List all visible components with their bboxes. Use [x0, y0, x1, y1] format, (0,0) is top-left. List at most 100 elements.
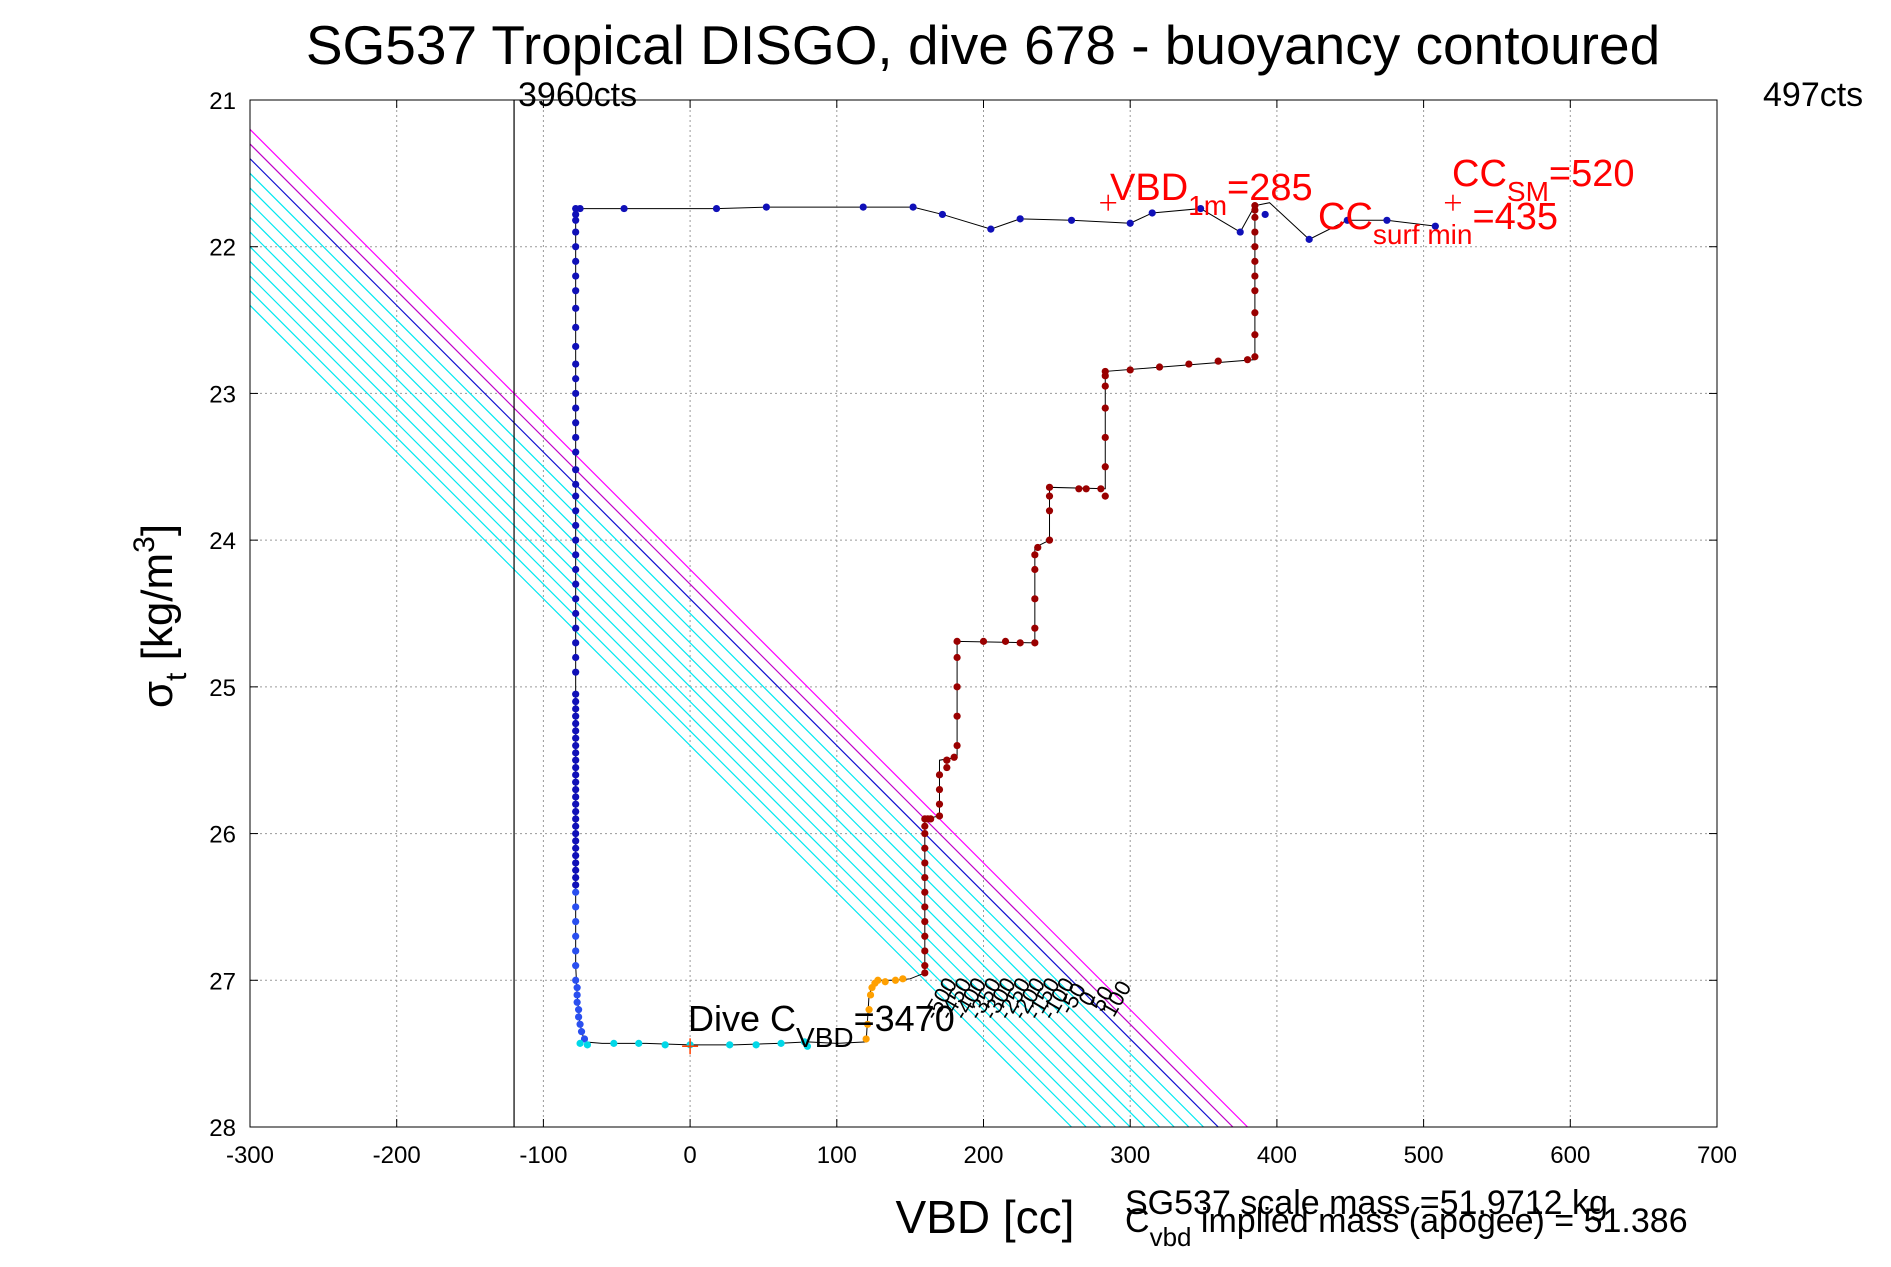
data-point: [1251, 202, 1259, 210]
data-point: [572, 741, 580, 750]
contour-line: [250, 275, 1102, 1127]
data-point: [1251, 309, 1259, 317]
data-point: [572, 492, 580, 500]
data-point: [1016, 215, 1024, 223]
data-point: [572, 918, 580, 926]
data-point: [979, 637, 988, 645]
data-point: [921, 829, 929, 838]
data-point: [1236, 228, 1244, 236]
dive-c-vbd-main: Dive C: [688, 998, 796, 1039]
data-point: [576, 1039, 584, 1047]
contour-line: [250, 157, 1219, 1127]
data-point: [921, 873, 929, 882]
data-point: [1101, 404, 1109, 412]
data-point: [572, 859, 580, 867]
data-point: [712, 204, 721, 213]
data-point: [1126, 366, 1134, 374]
data-point: [572, 257, 580, 265]
data-point: [938, 210, 947, 219]
x-tick-label: 500: [1404, 1142, 1444, 1169]
data-point: [572, 815, 580, 823]
data-point: [572, 807, 580, 816]
data-point: [572, 734, 580, 742]
data-point: [572, 844, 580, 852]
data-points: [572, 194, 1461, 1055]
y-tick-label: 24: [209, 528, 236, 555]
data-point: [874, 976, 882, 984]
x-axis-label: VBD [cc]: [896, 1191, 1075, 1243]
data-point: [577, 1028, 586, 1036]
data-point: [1251, 257, 1259, 265]
data-point: [953, 683, 961, 691]
data-point: [572, 580, 580, 588]
data-point: [899, 975, 907, 983]
cc-surf-min-sub: surf min: [1373, 219, 1473, 250]
data-point: [1031, 624, 1039, 632]
data-point: [635, 1039, 643, 1047]
y-axis-label: σt [kg/m3]: [128, 524, 193, 708]
data-point: [866, 991, 875, 999]
data-point: [572, 521, 580, 530]
data-point: [576, 1020, 584, 1028]
contour-line: [250, 231, 1146, 1127]
data-point: [862, 1035, 870, 1043]
data-point: [572, 903, 580, 911]
data-point: [573, 984, 581, 992]
data-point: [909, 203, 917, 211]
data-point: [572, 888, 580, 896]
data-point: [572, 480, 580, 488]
data-point: [572, 947, 580, 955]
data-point: [935, 785, 944, 794]
data-point: [1082, 485, 1090, 493]
data-point: [921, 947, 929, 955]
data-point: [572, 976, 580, 984]
data-point: [572, 763, 580, 772]
data-point: [1031, 595, 1039, 603]
data-point: [1251, 228, 1259, 236]
data-point: [572, 756, 580, 764]
data-point: [572, 822, 580, 830]
data-point: [752, 1041, 760, 1049]
data-point: [953, 712, 961, 720]
data-point: [576, 204, 584, 213]
data-point: [1155, 363, 1164, 371]
data-point: [575, 1006, 583, 1014]
contour-line: [250, 187, 1190, 1127]
data-point: [572, 216, 580, 224]
data-point: [1148, 209, 1156, 217]
data-point: [573, 998, 581, 1006]
data-point: [572, 404, 580, 412]
data-point: [572, 690, 580, 698]
data-point: [572, 881, 580, 889]
data-point: [572, 653, 580, 662]
data-point: [572, 837, 580, 845]
data-point: [1101, 433, 1109, 442]
right-limit-label: 497cts: [1763, 76, 1863, 114]
data-point: [1197, 204, 1205, 213]
data-point: [572, 551, 580, 559]
data-point: [572, 375, 580, 383]
data-point: [572, 785, 580, 794]
data-point: [1045, 507, 1054, 515]
data-point: [572, 624, 580, 632]
implied-mass-rest: implied mass (apogee) = 51.386: [1191, 1202, 1687, 1240]
data-point: [572, 536, 580, 544]
data-point: [1045, 492, 1054, 500]
contour-line: [250, 216, 1160, 1127]
data-point: [865, 1006, 873, 1014]
data-point: [572, 389, 580, 398]
data-point: [762, 203, 770, 211]
data-point: [943, 756, 951, 764]
y-tick-label: 28: [209, 1115, 236, 1142]
x-tick-label: 700: [1697, 1142, 1737, 1169]
vbd-1m-value: =285: [1227, 167, 1313, 209]
data-point: [1431, 222, 1439, 230]
data-point: [620, 204, 628, 213]
data-point: [891, 976, 900, 984]
data-point: [572, 771, 580, 779]
x-tick-label: -300: [226, 1142, 274, 1169]
data-point: [575, 1013, 583, 1021]
data-point: [572, 228, 580, 236]
